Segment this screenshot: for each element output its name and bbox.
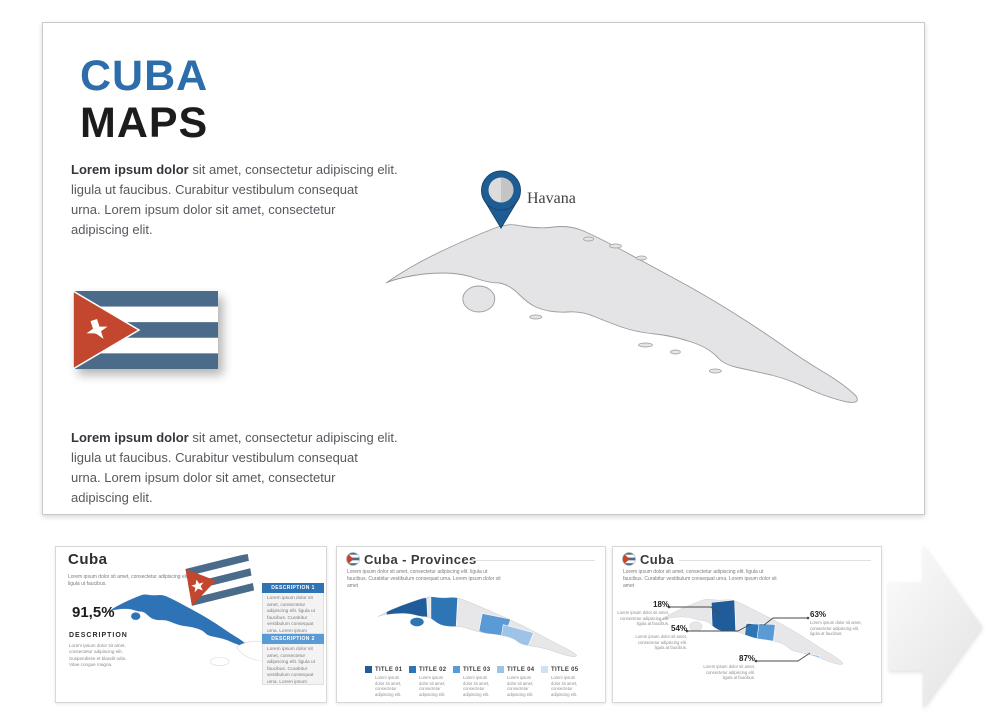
thumb1-stat-value: 91,5%: [72, 604, 115, 621]
thumbnail-slide-cuba-provinces[interactable]: Cuba - Provinces Lorem ipsum dolor sit a…: [336, 546, 606, 703]
thumb2-provinces-map: [377, 596, 577, 657]
thumb3-intro: Lorem ipsum dolor sit amet, consectetur …: [623, 569, 777, 589]
cuba-flag-round-icon: [346, 552, 360, 566]
intro-line1: sit amet, consectetur adipiscing elit.: [188, 162, 398, 177]
legend-swatch-3: [453, 666, 460, 673]
info-box-2-header: DESCRIPTION 2: [262, 634, 324, 644]
legend-label-2: TITLE 02: [419, 666, 447, 673]
title-maps: MAPS: [80, 99, 209, 147]
intro-line3: urna. Lorem ipsum dolor sit amet, consec…: [71, 202, 336, 217]
next-arrow-icon: [888, 545, 982, 708]
thumb1-description-text: Lorem ipsum dolor sit amet, consectetur …: [69, 643, 127, 668]
callout-text-63: Lorem ipsum dolor sit amet, consectetur …: [810, 620, 862, 637]
legend-swatch-5: [541, 666, 548, 673]
cuba-flag: [73, 291, 218, 369]
footer-line1: sit amet, consectetur adipiscing elit.: [188, 430, 398, 445]
callout-leader-lines: [667, 605, 811, 663]
footer-line3: urna. Lorem ipsum dolor sit amet, consec…: [71, 470, 336, 485]
thumb1-title: Cuba: [68, 551, 108, 568]
callout-value-63: 63%: [810, 610, 827, 619]
thumb1-flag-icon: [185, 553, 255, 606]
footer-line4: adipiscing elit.: [71, 490, 153, 505]
callout-value-54: 54%: [671, 624, 688, 633]
legend-label-5: TITLE 05: [551, 666, 579, 673]
legend-swatch-2: [409, 666, 416, 673]
callout-value-18: 18%: [653, 600, 670, 609]
legend-text-4: Lorem ipsum dolor sit amet, consectetur …: [507, 675, 534, 697]
legend-text-2: Lorem ipsum dolor sit amet, consectetur …: [419, 675, 446, 697]
thumb1-description-heading: DESCRIPTION: [69, 632, 128, 639]
thumb3-title: Cuba: [640, 552, 675, 567]
legend-label-1: TITLE 01: [375, 666, 403, 673]
info-box-1-body: Lorem ipsum dolor sit amet, consectetur …: [262, 593, 324, 634]
thumb1-intro: Lorem ipsum dolor sit amet, consectetur …: [68, 574, 190, 587]
callout-value-87: 87%: [739, 654, 756, 663]
havana-label: Havana: [527, 190, 576, 207]
intro-line4: adipiscing elit.: [71, 222, 153, 237]
legend-item-3: TITLE 03 Lorem ipsum dolor sit amet, con…: [453, 666, 495, 697]
thumb1-info-box-2: DESCRIPTION 2 Lorem ipsum dolor sit amet…: [262, 634, 324, 685]
thumb2-header-rule: [465, 560, 595, 561]
intro-line2: ligula ut faucibus. Curabitur vestibulum…: [71, 182, 358, 197]
footer-paragraph: Lorem ipsum dolor sit amet, consectetur …: [71, 428, 405, 508]
thumb3-header-rule: [679, 560, 871, 561]
callout-text-18: Lorem ipsum dolor sit amet, consectetur …: [617, 610, 669, 627]
callout-text-54: Lorem ipsum dolor sit amet, consectetur …: [635, 634, 687, 651]
legend-item-4: TITLE 04 Lorem ipsum dolor sit amet, con…: [497, 666, 539, 697]
info-box-1-header: DESCRIPTION 1: [262, 583, 324, 593]
legend-text-5: Lorem ipsum dolor sit amet, consectetur …: [551, 675, 578, 697]
havana-pin-icon: [481, 170, 521, 229]
flag-star-icon: [86, 319, 108, 339]
legend-swatch-1: [365, 666, 372, 673]
thumb1-cuba-map: [108, 594, 247, 647]
main-slide-preview[interactable]: CUBA MAPS Lorem ipsum dolor sit amet, co…: [42, 22, 925, 515]
intro-lead: Lorem ipsum dolor: [71, 162, 189, 177]
legend-label-3: TITLE 03: [463, 666, 491, 673]
thumb2-intro: Lorem ipsum dolor sit amet, consectetur …: [347, 569, 501, 589]
cuba-map: [385, 224, 858, 403]
cuba-flag-round-icon: [622, 552, 636, 566]
next-arrow-button[interactable]: [888, 545, 982, 708]
brand-title: CUBA MAPS: [80, 53, 208, 147]
legend-item-5: TITLE 05 Lorem ipsum dolor sit amet, con…: [541, 666, 583, 697]
legend-swatch-4: [497, 666, 504, 673]
legend-item-1: TITLE 01 Lorem ipsum dolor sit amet, con…: [365, 666, 407, 697]
legend-text-3: Lorem ipsum dolor sit amet, consectetur …: [463, 675, 490, 697]
legend-text-1: Lorem ipsum dolor sit amet, consectetur …: [375, 675, 402, 697]
thumb1-info-box-1: DESCRIPTION 1 Lorem ipsum dolor sit amet…: [262, 583, 324, 634]
callout-text-87: Lorem ipsum dolor sit amet, consectetur …: [703, 664, 755, 681]
intro-paragraph: Lorem ipsum dolor sit amet, consectetur …: [71, 160, 405, 240]
footer-line2: ligula ut faucibus. Curabitur vestibulum…: [71, 450, 358, 465]
thumbnail-slide-cuba-overview[interactable]: Cuba Lorem ipsum dolor sit amet, consect…: [55, 546, 327, 703]
thumbnail-slide-cuba-percentages[interactable]: Cuba Lorem ipsum dolor sit amet, consect…: [612, 546, 882, 703]
info-box-2-body: Lorem ipsum dolor sit amet, consectetur …: [262, 644, 324, 685]
title-cuba: CUBA: [80, 52, 209, 100]
legend-label-4: TITLE 04: [507, 666, 535, 673]
footer-lead: Lorem ipsum dolor: [71, 430, 189, 445]
thumb2-title: Cuba - Provinces: [364, 552, 477, 567]
legend-item-2: TITLE 02 Lorem ipsum dolor sit amet, con…: [409, 666, 451, 697]
